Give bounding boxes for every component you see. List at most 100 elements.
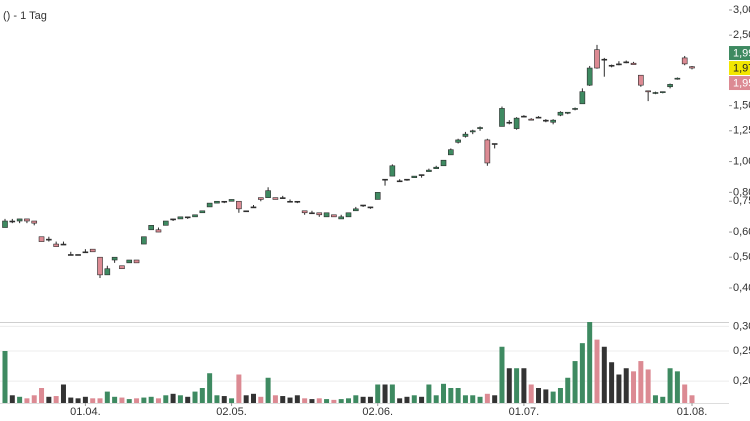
candle-body (674, 77, 681, 80)
candle-body (9, 220, 16, 223)
volume-bar (609, 362, 615, 403)
volume-bar (163, 395, 169, 403)
volume-bar (331, 399, 337, 403)
candle-body (623, 61, 630, 64)
candle-body (309, 212, 315, 215)
chart-title: () - 1 Tag (3, 10, 47, 22)
candle-body (426, 169, 432, 172)
candle-body (24, 218, 30, 222)
candle-body (462, 133, 469, 137)
volume-bar (360, 396, 366, 403)
y-tick-label: 1,50 (733, 100, 750, 112)
volume-tick-label: 0,30 (733, 320, 750, 332)
candle-body (141, 236, 147, 245)
volume-bar (484, 393, 490, 403)
volume-bar (346, 398, 351, 403)
volume-bar (316, 398, 322, 403)
volume-bar (17, 396, 23, 403)
candle-body (243, 210, 249, 213)
volume-bar (192, 391, 198, 403)
volume-bar (528, 384, 534, 403)
volume-bar (2, 351, 8, 403)
volume-bar (309, 399, 315, 403)
volume-bar (448, 388, 454, 403)
candle-body (214, 200, 220, 204)
candle-body (608, 64, 615, 67)
volume-bar (243, 395, 249, 403)
y-tick-label: 2,50 (733, 29, 750, 41)
candle-body (367, 206, 374, 209)
volume-bar (499, 346, 505, 403)
volume-bar (82, 396, 88, 403)
volume-bar (221, 396, 227, 403)
candle-body (67, 254, 74, 256)
candle-body (236, 200, 242, 210)
candle-body (162, 220, 169, 226)
candle-body (104, 268, 111, 276)
volume-bar (543, 389, 549, 403)
candle-body (689, 66, 695, 69)
candle-body (126, 259, 133, 264)
candle-body (177, 216, 184, 220)
volume-bar (112, 396, 118, 403)
volume-bar (60, 384, 66, 403)
candle-body (579, 91, 586, 105)
volume-bar (645, 369, 651, 403)
candle-body (133, 259, 140, 264)
candle-body (199, 210, 206, 214)
volume-bar (565, 377, 571, 403)
volume-bar (506, 368, 512, 403)
y-tick-label: 1,00 (733, 155, 750, 167)
candle-body (294, 200, 301, 203)
candle-body (535, 116, 542, 119)
volume-bar (90, 398, 96, 403)
volume-bar (492, 395, 498, 403)
volume-bar (389, 384, 395, 403)
candle-body (572, 108, 578, 110)
candle-body (31, 220, 38, 224)
candle-body (265, 190, 271, 198)
volume-bar (557, 388, 563, 403)
candle-body (323, 212, 330, 218)
price-badge (729, 61, 750, 76)
volume-bar (652, 395, 658, 403)
volume-bar (521, 368, 527, 403)
volume-tick-label: 0,20 (733, 375, 750, 387)
candle-body (16, 218, 23, 222)
candle-body (484, 139, 491, 164)
candle-body (360, 204, 366, 207)
volume-bar (258, 396, 264, 403)
volume-bar (536, 388, 542, 403)
candle-body (543, 119, 549, 122)
volume-bar (623, 368, 629, 403)
candle-body (601, 58, 608, 61)
candle-body (97, 256, 103, 276)
volume-bar (141, 397, 147, 403)
candle-body (111, 256, 118, 261)
candle-body (681, 57, 688, 65)
volume-bar (433, 395, 439, 403)
candle-body (469, 130, 476, 133)
volume-bar (294, 395, 300, 403)
volume-bar (126, 399, 132, 403)
candle-body (513, 117, 520, 129)
candle-body (506, 121, 513, 124)
candle-body (616, 63, 622, 66)
x-tick-label: 01.08. (677, 406, 708, 418)
volume-bar (324, 399, 330, 403)
volume-bar (265, 377, 271, 403)
volume-bar (236, 374, 242, 403)
candle-body (564, 111, 571, 114)
candle-body (659, 91, 666, 93)
volume-bar (667, 368, 673, 403)
volume-bar (53, 396, 59, 403)
volume-bar (280, 396, 286, 403)
y-tick-label: 0,75 (733, 195, 750, 207)
candle-body (331, 214, 337, 218)
candle-body (89, 248, 96, 253)
y-tick-label: 1,25 (733, 125, 750, 137)
candle-body (279, 197, 286, 199)
